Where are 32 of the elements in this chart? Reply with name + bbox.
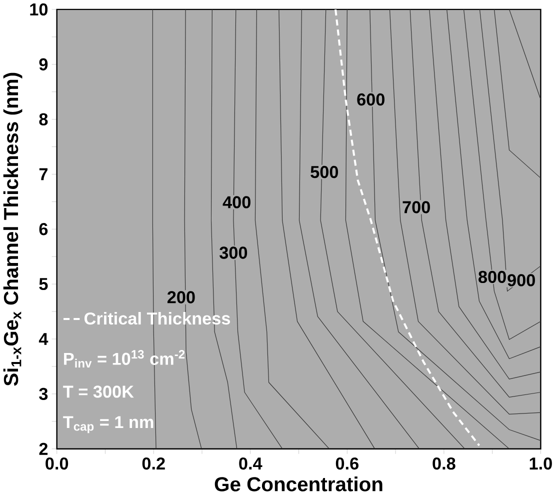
x-tick-label: 0.4	[239, 458, 262, 470]
x-tick-label: 0.6	[336, 458, 358, 470]
y-tick-label: 6	[39, 223, 48, 236]
annotation: 300	[220, 246, 248, 259]
y-axis-title: Si$_{1-x}$Ge$_{x}$ Channel Thickness (nm)	[3, 73, 22, 386]
y-tick-label: 5	[39, 278, 48, 290]
annotation: 800	[478, 270, 506, 284]
x-tick-label: 0.8	[432, 458, 456, 470]
line-series	[479, 10, 541, 292]
line-series	[429, 10, 541, 380]
y-tick-label: 4	[38, 333, 48, 346]
annotation: 400	[222, 196, 250, 208]
y-tick-label: 10	[30, 3, 48, 16]
annotation: T$_{cap}$ = 1 nm	[63, 416, 154, 434]
annotation: 900	[508, 274, 535, 286]
y-tick-label: 7	[39, 168, 48, 180]
line-series	[446, 10, 541, 360]
x-axis-title: Ge Concentration	[214, 476, 382, 492]
annotation: 200	[167, 291, 195, 304]
line-series	[463, 10, 541, 340]
y-tick-label: 3	[39, 388, 48, 400]
annotation: T = 300K	[63, 386, 134, 398]
x-tick-label: 0.0	[46, 458, 68, 470]
x-tick-label: 0.2	[142, 458, 165, 470]
annotation: 700	[402, 201, 430, 214]
x-tick-label: 1.0	[530, 458, 552, 470]
annotation: 600	[357, 94, 384, 106]
annotation: 500	[310, 166, 338, 178]
y-tick-label: 9	[39, 58, 48, 71]
line-series	[389, 10, 541, 415]
y-tick-label: 2	[39, 442, 48, 455]
y-tick-label: 8	[39, 113, 48, 126]
